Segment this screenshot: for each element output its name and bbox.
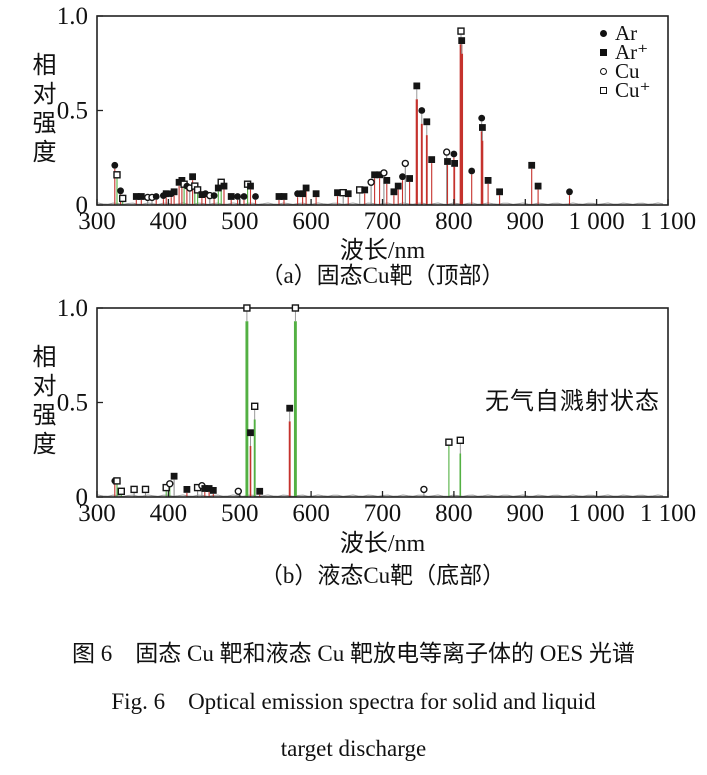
svg-text:1.0: 1.0 [57,295,88,322]
chart-a-ylabel: 相对强度 [28,52,54,168]
open-circle-icon [600,68,607,75]
legend-label-ar-ion: Ar⁺ [615,40,649,64]
open-square-icon [600,87,607,94]
chart-b-xlabel: 波长/nm [339,531,426,557]
svg-text:400: 400 [150,208,188,235]
legend-label-ar: Ar [615,21,638,45]
svg-text:0.5: 0.5 [57,98,88,125]
chart-a-caption: （a）固态Cu靶（顶部） [260,263,505,288]
legend-item-ar-ion: Ar⁺ [600,40,672,64]
markers [111,27,573,203]
x-axis: 300 400 500 600 700 800 900 1 000 1 100 [78,199,696,235]
legend-label-cu: Cu [615,59,640,83]
svg-text:900: 900 [507,500,545,527]
y-axis: 0 0.5 1.0 [57,3,103,219]
svg-text:500: 500 [221,500,259,527]
figure-caption-cn: 图 6 固态 Cu 靶和液态 Cu 靶放电等离子体的 OES 光谱 [72,641,635,666]
chart-b-caption: （b）液态Cu靶（底部） [259,563,506,588]
baseline-trace [97,494,664,497]
markers [111,304,464,496]
baseline-trace [97,202,664,205]
stems [114,34,571,205]
chart-a-xlabel: 波长/nm [339,238,426,264]
svg-text:300: 300 [78,208,116,235]
svg-text:700: 700 [364,500,402,527]
figure-caption-en-line2: target discharge [280,736,427,761]
svg-text:1.0: 1.0 [57,3,88,30]
svg-text:0: 0 [76,192,89,219]
svg-text:900: 900 [507,208,545,235]
legend-label-cu-ion: Cu⁺ [615,78,651,102]
svg-text:1 100: 1 100 [640,500,696,527]
chart-b-ylabel: 相对强度 [28,344,54,460]
chart-b-annotation: 无气自溅射状态 [485,389,660,415]
chart-a-legend: Ar Ar⁺ Cu Cu⁺ [600,21,672,102]
legend-item-cu: Cu [600,59,672,83]
svg-text:300: 300 [78,500,116,527]
svg-text:500: 500 [221,208,259,235]
filled-circle-icon [600,30,607,37]
legend-item-cu-ion: Cu⁺ [600,78,672,102]
svg-text:400: 400 [150,500,188,527]
svg-text:0: 0 [76,484,89,511]
svg-text:600: 600 [292,500,330,527]
svg-text:0.5: 0.5 [57,390,88,417]
y-axis: 0 0.5 1.0 [57,295,103,511]
svg-text:800: 800 [435,208,473,235]
stems [114,311,462,497]
svg-text:1 100: 1 100 [640,208,696,235]
legend-item-ar: Ar [600,21,672,45]
svg-text:1 000: 1 000 [568,208,624,235]
svg-text:800: 800 [435,500,473,527]
x-axis: 300 400 500 600 700 800 900 1 000 1 100 [78,491,696,527]
filled-square-icon [600,49,607,56]
svg-text:600: 600 [292,208,330,235]
figure-caption-en: Fig. 6 Optical emission spectra for soli… [111,689,596,714]
svg-text:700: 700 [364,208,402,235]
svg-text:1 000: 1 000 [568,500,624,527]
